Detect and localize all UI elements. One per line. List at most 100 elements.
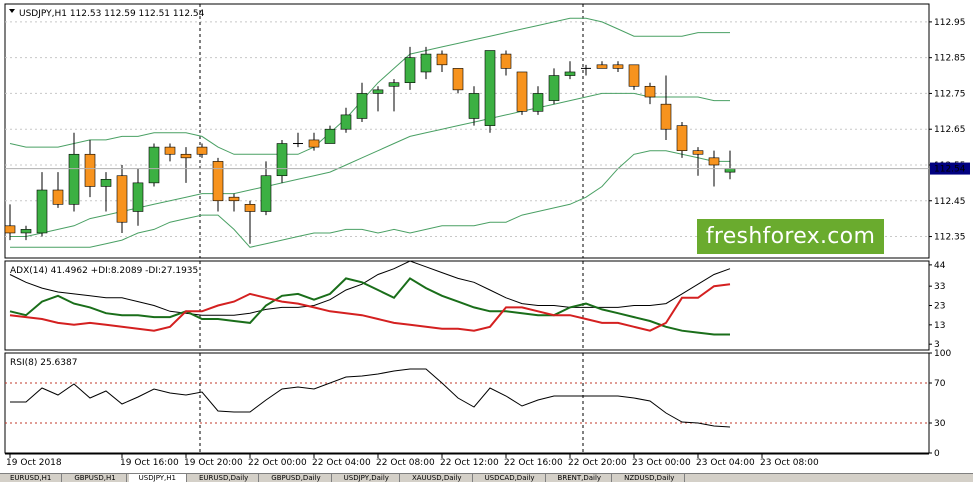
adx-tick-label: 33 [934,282,945,292]
candle [324,125,336,144]
bollinger-upper-line [9,17,730,155]
candle [532,86,544,115]
candle-body-bear [308,139,320,148]
candle [676,122,688,158]
adx-tick-label: 13 [934,321,945,331]
candle [276,139,288,183]
chart-tab[interactable]: BRENT,Daily [548,474,613,482]
candle-body-bull [132,182,144,212]
candle [612,61,624,72]
candle-body-bear [692,150,704,155]
chart-tab-active[interactable]: USDJPY,H1 [128,474,187,482]
chart-tab-strip: EURUSD,H1 GBPUSD,H1 USDJPY,H1 EURUSD,Daily G… [0,473,973,482]
candle-body-bull [324,128,336,144]
candle-body-bear [660,103,672,130]
current-price-label: 112.54 [934,165,966,175]
candle-body-bull [340,114,352,130]
bollinger-middle-line [10,92,730,237]
candle-body-bull [532,93,544,112]
candle [164,143,176,162]
chart-tab[interactable]: XAUUSD,Daily [402,474,473,482]
candle-body-bear [596,64,608,69]
chart-tab[interactable]: USDCAD,Daily [475,474,546,482]
candle [68,132,80,212]
candle-body-bull [404,57,416,84]
candle-body-bull [148,146,160,184]
rsi-tick-label: 0 [934,449,940,459]
time-tick-label: 22 Oct 00:00 [248,458,307,468]
candle-body-bear [676,125,688,151]
candle [644,82,656,105]
candle [500,50,512,76]
price-tick-label: 112.75 [934,89,966,99]
candle [660,75,672,140]
current-price-box [930,162,970,175]
candle-body-bull [468,93,480,119]
chart-tab[interactable]: GBPUSD,H1 [64,474,127,482]
candle [196,143,208,158]
adx-line [9,260,731,316]
candle [180,147,192,183]
candle [132,168,144,226]
symbol-header: USDJPY,H1 112.53 112.59 112.51 112.54 [19,9,205,19]
candle [244,200,256,244]
time-tick-label: 23 Oct 04:00 [696,458,755,468]
dropdown-triangle-icon [9,9,15,13]
candle-body-bull [356,93,368,119]
candle-body-bull [260,175,272,212]
candle-body-bull [724,168,736,173]
candle-body-bull [420,53,432,73]
time-tick-label: 19 Oct 20:00 [184,458,243,468]
candle [516,71,528,115]
candle-body-bear [84,153,96,187]
chart-tab[interactable]: EURUSD,H1 [0,474,63,482]
candle-body-bull [484,50,496,126]
chart-tab[interactable]: NZDUSD,Daily [614,474,686,482]
price-tick-label: 112.65 [934,125,966,135]
time-tick-label: 22 Oct 04:00 [312,458,371,468]
price-tick-label: 112.95 [934,18,966,28]
adx-tick-label: 3 [934,340,940,350]
candle [260,161,272,216]
candle-body-bear [708,157,720,166]
candle-body-bear [612,64,624,69]
candle [4,204,16,241]
candle [36,172,48,237]
candle [228,193,240,212]
candle [452,68,464,94]
candle-body-bull [100,178,112,187]
candle-body-bear [196,146,208,155]
time-tick-label: 22 Oct 16:00 [504,458,563,468]
time-tick-label: 22 Oct 20:00 [568,458,627,468]
candle [436,50,448,72]
candle [628,64,640,90]
chart-tab[interactable]: GBPUSD,Daily [261,474,332,482]
adx-tick-label: 44 [934,261,946,271]
chart-tab[interactable]: USDJPY,Daily [334,474,400,482]
candle [596,61,608,69]
chart-tab[interactable]: EURUSD,Daily [189,474,260,482]
price-tick-label: 112.45 [934,197,966,207]
candle [484,50,496,133]
candle-body-bear [452,68,464,91]
candle-body-bear [228,196,240,202]
bollinger-lower-line [10,150,730,248]
candle [564,61,576,80]
time-tick-label: 19 Oct 16:00 [120,458,179,468]
candle [116,164,128,233]
time-tick-label: 22 Oct 12:00 [440,458,499,468]
candle-body-bear [644,85,656,98]
candle [404,46,416,90]
rsi-tick-label: 100 [934,349,951,359]
candle-body-bull [68,153,80,205]
candle-body-bear [500,53,512,69]
time-tick-label: 19 Oct 2018 [6,458,62,468]
candle [548,68,560,105]
candle-body-bull [36,189,48,234]
candle [52,172,64,208]
candle-body-bull [20,229,32,234]
candle-body-bear [244,204,256,212]
adx-tick-label: 23 [934,302,945,312]
